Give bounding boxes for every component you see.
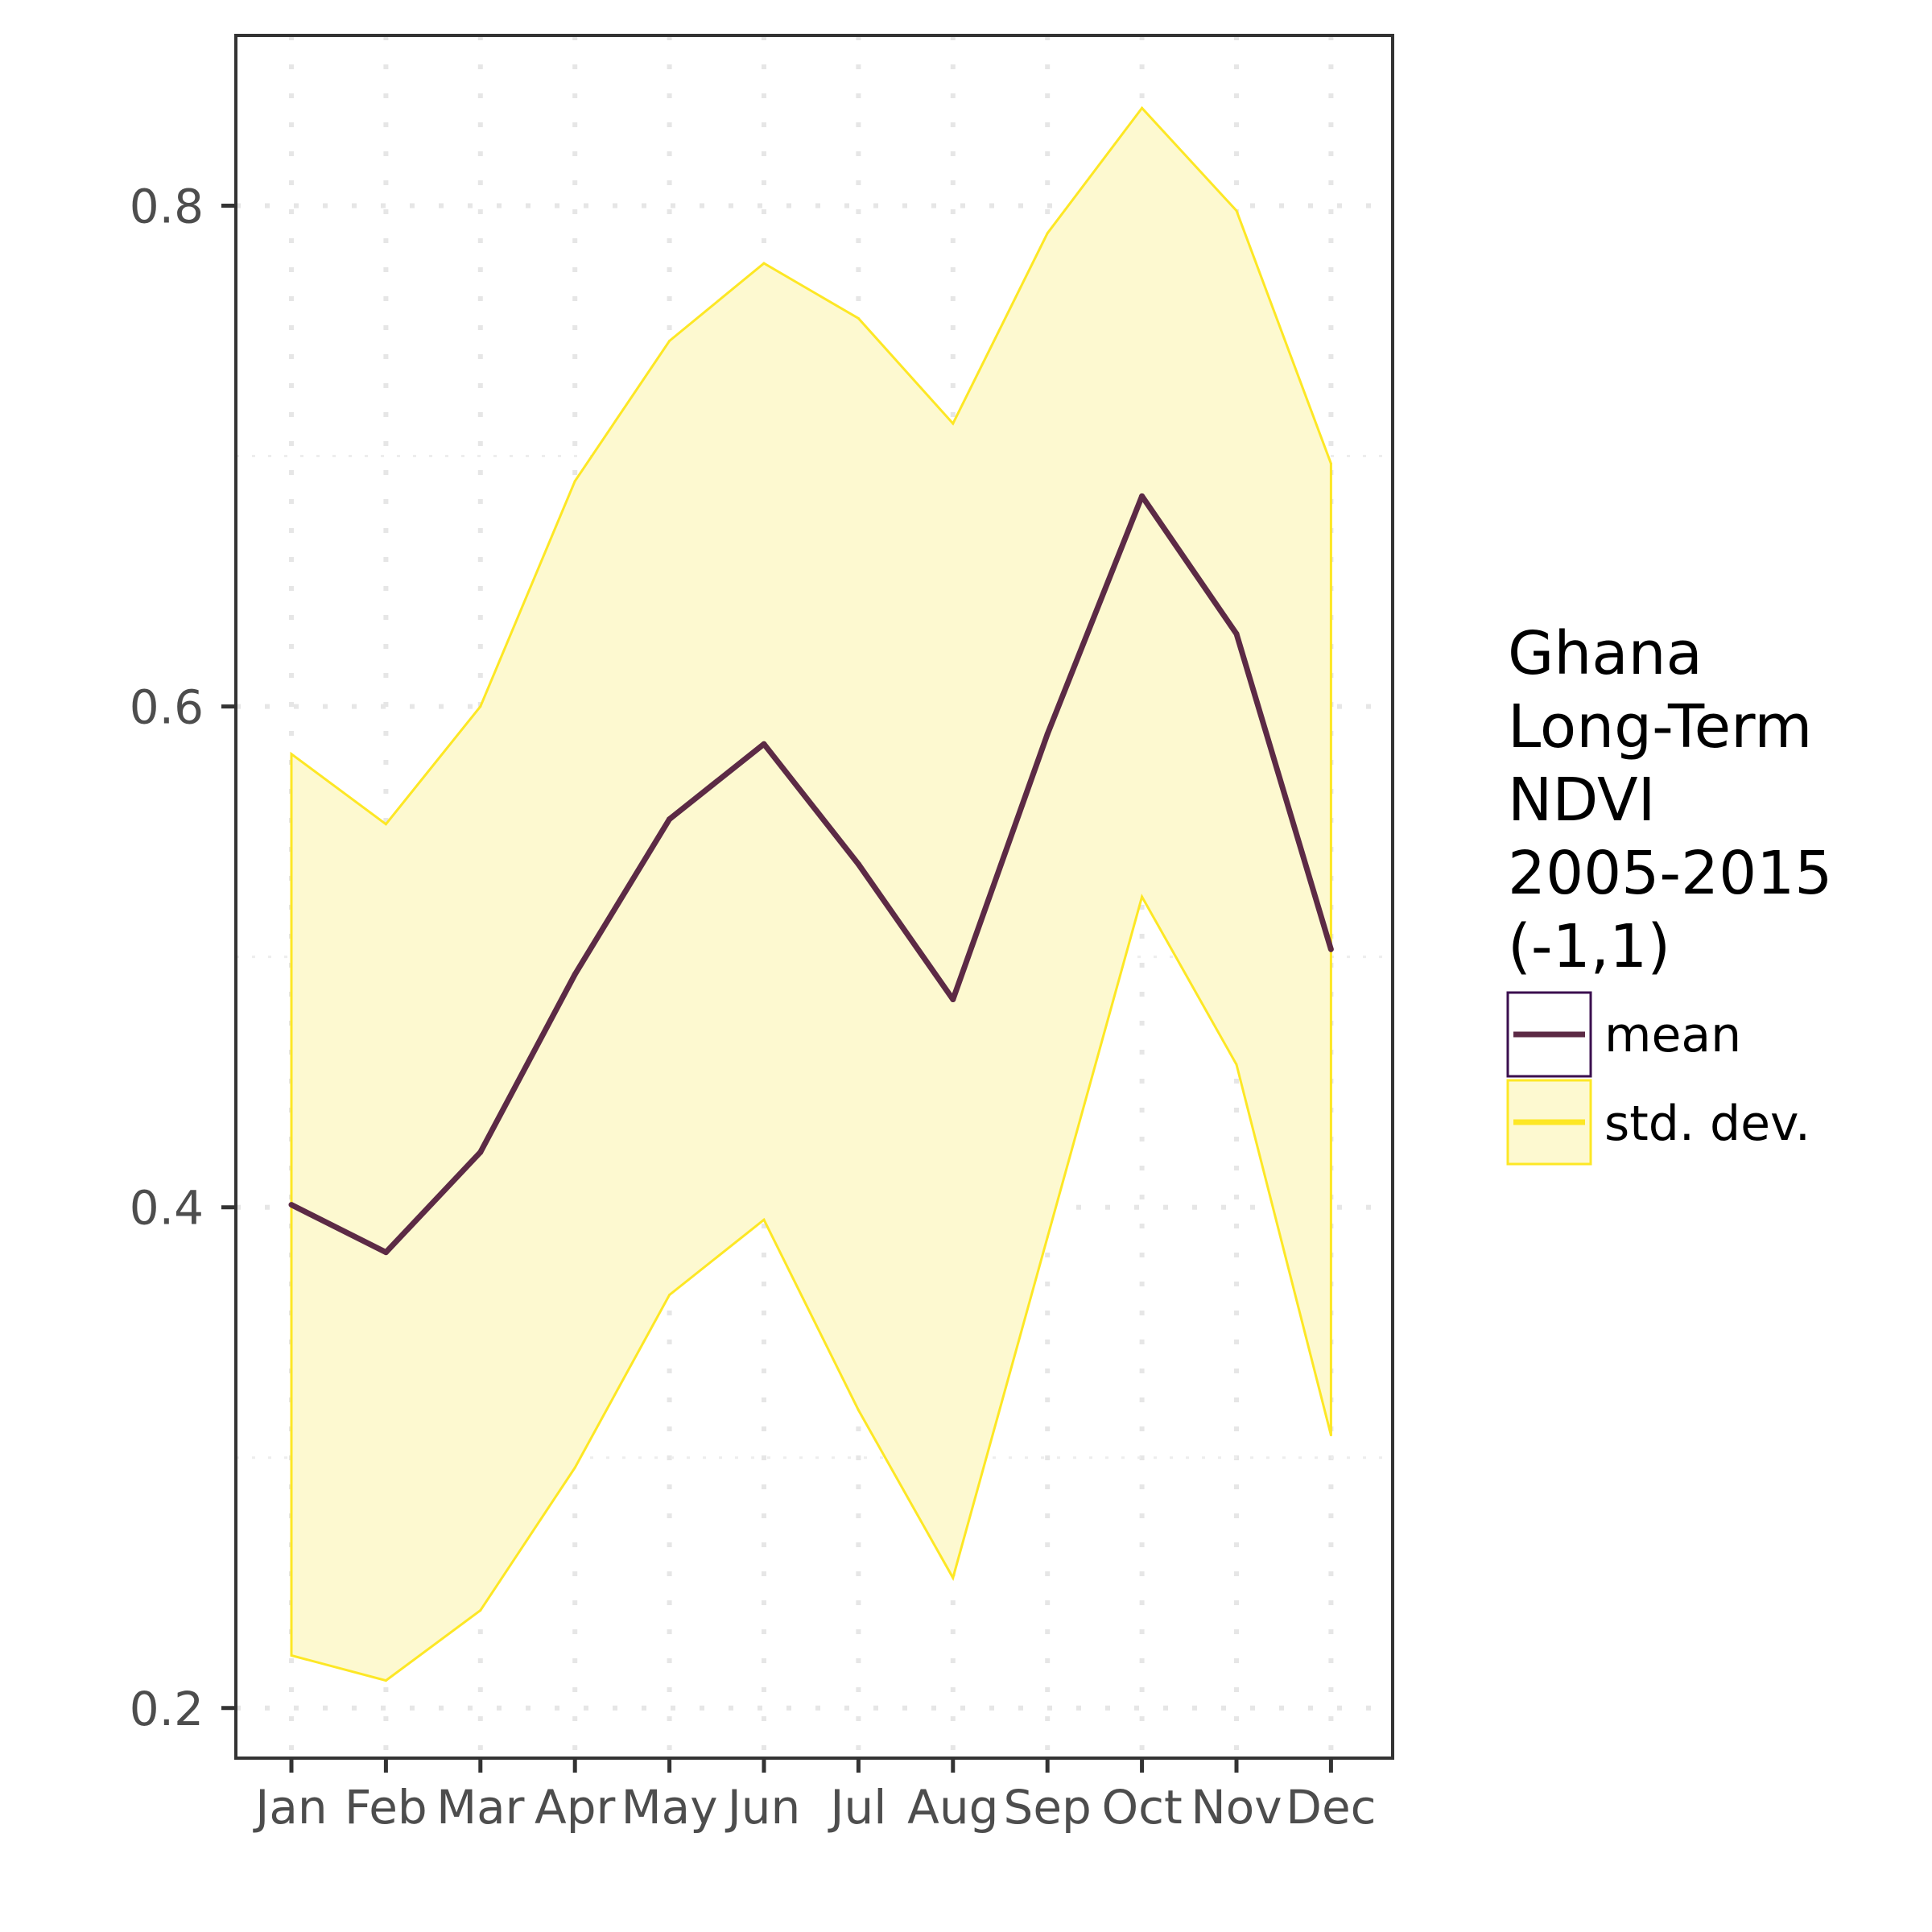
- x-tick-label-mar: Mar: [436, 1780, 525, 1835]
- upper-point-dec: [1329, 462, 1332, 465]
- x-tick-label-may: May: [621, 1780, 718, 1835]
- x-tick-label-dec: Dec: [1286, 1780, 1376, 1835]
- lower-point-nov: [1235, 1063, 1238, 1066]
- y-tick-label: 0.2: [130, 1682, 204, 1736]
- upper-point-feb: [384, 823, 387, 826]
- x-tick-label-aug: Aug: [907, 1780, 998, 1835]
- upper-point-may: [668, 339, 671, 342]
- x-tick-label-apr: Apr: [535, 1780, 615, 1835]
- lower-point-jan: [290, 1653, 293, 1657]
- y-tick-label: 0.4: [130, 1181, 204, 1236]
- plot-border: [234, 34, 1394, 1760]
- lower-point-oct: [1141, 895, 1144, 898]
- y-tick-label: 0.8: [130, 180, 204, 234]
- mean-point-may: [667, 816, 673, 823]
- upper-point-apr: [573, 480, 576, 483]
- legend-label-std-dev: std. dev.: [1604, 1096, 1810, 1152]
- x-tick-label-sep: Sep: [1004, 1780, 1092, 1835]
- mean-point-nov: [1233, 630, 1240, 637]
- x-axis: Jan Feb Mar Apr May Jun Jul Aug Sep Oct Nov Dec: [253, 1758, 1377, 1835]
- lower-point-sep: [1046, 1236, 1049, 1239]
- mean-point-dec: [1327, 946, 1334, 952]
- mean-point-jan: [288, 1202, 295, 1208]
- legend-title-line: NDVI: [1508, 766, 1655, 835]
- lower-point-apr: [573, 1466, 576, 1469]
- x-tick-label-feb: Feb: [345, 1780, 427, 1835]
- lower-point-dec: [1329, 1434, 1332, 1437]
- x-tick-label-nov: Nov: [1191, 1780, 1282, 1835]
- upper-point-aug: [952, 422, 955, 425]
- mean-point-feb: [382, 1249, 389, 1256]
- data-points: [288, 106, 1334, 1682]
- upper-point-mar: [479, 705, 482, 708]
- upper-point-oct: [1141, 106, 1144, 109]
- mean-point-apr: [572, 971, 578, 977]
- y-axis: 0.2 0.4 0.6 0.8: [130, 180, 236, 1736]
- legend-title-line: (-1,1): [1508, 912, 1670, 981]
- lower-point-jun: [762, 1218, 766, 1221]
- upper-point-nov: [1235, 209, 1238, 213]
- y-tick-label: 0.6: [130, 680, 204, 735]
- x-tick-label-jul: Jul: [828, 1780, 886, 1835]
- upper-point-jul: [857, 316, 860, 320]
- lower-point-feb: [384, 1679, 387, 1682]
- mean-point-jul: [855, 861, 861, 868]
- legend-title-line: Long-Term: [1508, 692, 1812, 762]
- lower-point-mar: [479, 1608, 482, 1612]
- lower-point-aug: [952, 1576, 955, 1579]
- legend-title-line: 2005-2015: [1508, 839, 1832, 908]
- mean-point-sep: [1044, 731, 1051, 737]
- mean-point-oct: [1139, 493, 1146, 499]
- mean-line: [290, 493, 1334, 1256]
- x-tick-label-jan: Jan: [253, 1780, 327, 1835]
- lower-point-jul: [857, 1409, 860, 1412]
- lower-point-may: [668, 1294, 671, 1297]
- x-tick-label-jun: Jun: [725, 1780, 801, 1835]
- legend-label-mean: mean: [1604, 1007, 1741, 1063]
- upper-point-jan: [290, 753, 293, 756]
- upper-point-jun: [762, 262, 766, 265]
- mean-point-aug: [950, 997, 956, 1003]
- legend-title-line: Ghana: [1508, 619, 1703, 688]
- mean-point-jun: [761, 741, 767, 747]
- mean-point-mar: [477, 1149, 484, 1155]
- upper-point-sep: [1046, 232, 1049, 235]
- x-tick-label-oct: Oct: [1101, 1780, 1182, 1835]
